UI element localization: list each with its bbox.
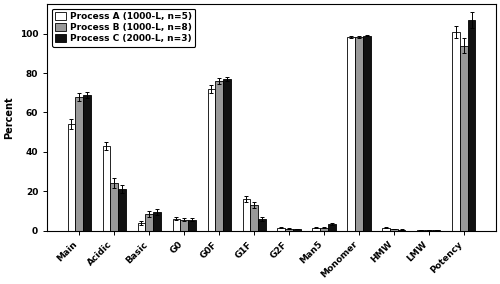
Bar bbox=[208, 89, 215, 231]
Bar bbox=[348, 37, 355, 231]
Bar bbox=[320, 228, 328, 231]
Bar bbox=[76, 97, 83, 231]
Bar bbox=[180, 220, 188, 231]
Bar bbox=[83, 95, 90, 231]
Bar bbox=[355, 37, 363, 231]
Bar bbox=[102, 146, 110, 231]
Bar bbox=[363, 36, 370, 231]
Bar bbox=[110, 183, 118, 231]
Bar bbox=[215, 81, 223, 231]
Bar bbox=[468, 20, 475, 231]
Bar bbox=[188, 220, 196, 231]
Bar bbox=[418, 230, 425, 231]
Bar bbox=[285, 229, 293, 231]
Bar bbox=[452, 32, 460, 231]
Bar bbox=[146, 214, 153, 231]
Bar bbox=[258, 219, 266, 231]
Bar bbox=[278, 228, 285, 231]
Bar bbox=[293, 229, 300, 231]
Bar bbox=[223, 79, 230, 231]
Bar bbox=[118, 189, 126, 231]
Bar bbox=[328, 224, 336, 231]
Bar bbox=[460, 45, 468, 231]
Bar bbox=[138, 223, 145, 231]
Bar bbox=[172, 219, 180, 231]
Bar bbox=[398, 230, 406, 231]
Bar bbox=[153, 212, 160, 231]
Bar bbox=[312, 228, 320, 231]
Bar bbox=[68, 124, 76, 231]
Bar bbox=[433, 230, 440, 231]
Y-axis label: Percent: Percent bbox=[4, 96, 14, 139]
Bar bbox=[242, 199, 250, 231]
Bar bbox=[382, 228, 390, 231]
Bar bbox=[390, 229, 398, 231]
Bar bbox=[250, 205, 258, 231]
Legend: Process A (1000-L, n=5), Process B (1000-L, n=8), Process C (2000-L, n=3): Process A (1000-L, n=5), Process B (1000… bbox=[52, 9, 196, 47]
Bar bbox=[425, 230, 433, 231]
